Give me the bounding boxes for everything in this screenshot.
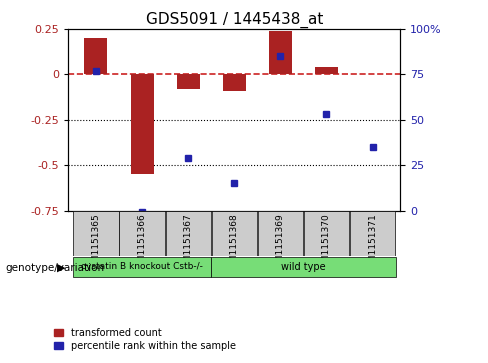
FancyBboxPatch shape bbox=[211, 257, 396, 277]
FancyBboxPatch shape bbox=[73, 211, 119, 256]
Text: GSM1151368: GSM1151368 bbox=[230, 213, 239, 274]
FancyBboxPatch shape bbox=[304, 211, 349, 256]
Text: ▶: ▶ bbox=[58, 263, 66, 273]
Bar bbox=[315, 67, 338, 74]
Text: cystatin B knockout Cstb-/-: cystatin B knockout Cstb-/- bbox=[81, 262, 203, 271]
Text: GSM1151366: GSM1151366 bbox=[138, 213, 146, 274]
Legend: transformed count, percentile rank within the sample: transformed count, percentile rank withi… bbox=[54, 328, 236, 351]
Bar bbox=[131, 74, 154, 174]
Title: GDS5091 / 1445438_at: GDS5091 / 1445438_at bbox=[145, 12, 323, 28]
Bar bbox=[84, 38, 107, 74]
Bar bbox=[223, 74, 246, 91]
FancyBboxPatch shape bbox=[212, 211, 257, 256]
FancyBboxPatch shape bbox=[350, 211, 395, 256]
Text: genotype/variation: genotype/variation bbox=[5, 263, 104, 273]
Text: GSM1151365: GSM1151365 bbox=[91, 213, 101, 274]
FancyBboxPatch shape bbox=[120, 211, 164, 256]
Bar bbox=[269, 31, 292, 74]
FancyBboxPatch shape bbox=[258, 211, 303, 256]
Text: GSM1151370: GSM1151370 bbox=[322, 213, 331, 274]
Bar bbox=[177, 74, 200, 89]
Text: GSM1151371: GSM1151371 bbox=[368, 213, 377, 274]
FancyBboxPatch shape bbox=[73, 257, 211, 277]
Text: wild type: wild type bbox=[281, 262, 325, 272]
FancyBboxPatch shape bbox=[165, 211, 211, 256]
Text: GSM1151369: GSM1151369 bbox=[276, 213, 285, 274]
Text: GSM1151367: GSM1151367 bbox=[183, 213, 193, 274]
